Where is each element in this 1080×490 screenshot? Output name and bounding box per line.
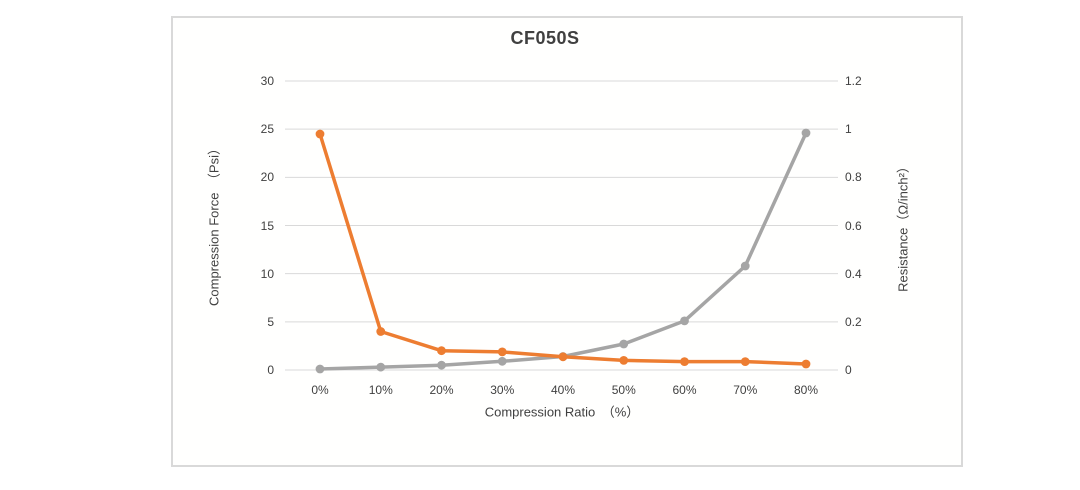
compression-force-data-point-marker: [315, 364, 325, 374]
compression-force-data-point-marker: [376, 362, 386, 372]
compression-force-data-point-marker: [801, 128, 811, 138]
resistance-data-point-marker: [801, 359, 811, 369]
resistance-data-point-marker: [497, 347, 507, 357]
x-axis-tick-label: 30%: [490, 383, 515, 397]
compression-force-data-point-marker: [680, 316, 689, 326]
resistance-data-point-marker: [376, 327, 386, 336]
plot-area: [285, 80, 838, 374]
chart-title: CF050S: [510, 28, 580, 48]
x-axis-tick-label: 40%: [550, 383, 576, 397]
x-axis-tick-label: 60%: [672, 383, 697, 397]
left-axis-tick-label: 5: [267, 314, 274, 329]
right-axis-tick-label: 0.8: [845, 170, 862, 185]
resistance-data-point-marker: [619, 356, 629, 365]
right-axis-tick-label: 0.6: [845, 218, 862, 233]
compression-force-data-point-marker: [740, 261, 750, 271]
left-axis-tick-label: 30: [260, 74, 274, 88]
x-axis-tick-label: 0%: [311, 383, 329, 397]
x-axis-tick-label: 50%: [611, 383, 636, 397]
resistance-data-point-marker: [437, 346, 446, 356]
resistance-data-point-marker: [558, 352, 568, 362]
resistance-data-point-marker: [680, 357, 689, 366]
chart-container: CF050S Compression Force （Psi） Resistanc…: [171, 16, 963, 467]
x-axis-tick-label: 10%: [368, 383, 393, 397]
right-axis-tick-label: 0.4: [845, 266, 862, 281]
x-axis-title: Compression Ratio （%）: [484, 404, 640, 420]
resistance-data-point-marker: [315, 129, 325, 139]
x-axis-tick-label: 20%: [429, 383, 454, 397]
left-axis-tick-label: 0: [267, 363, 274, 377]
compression-force-data-point-marker: [619, 339, 629, 349]
right-axis-tick-label: 0: [845, 363, 852, 377]
resistance-data-point-marker: [740, 357, 750, 366]
right-axis-tick-label: 0.2: [845, 314, 862, 329]
compression-force-data-point-marker: [497, 356, 507, 366]
left-axis-tick-label: 15: [260, 218, 274, 233]
right-axis-tick-label: 1.2: [845, 74, 862, 88]
x-axis-tick-label: 80%: [793, 383, 819, 397]
compression-force-data-point-marker: [437, 360, 446, 370]
left-axis-tick-label: 20: [260, 170, 274, 185]
left-axis-tick-label: 25: [260, 122, 274, 137]
left-axis-tick-label: 10: [260, 266, 274, 281]
right-axis-tick-label: 1: [845, 122, 852, 137]
resistance-line: [318, 132, 808, 366]
x-axis-tick-label: 70%: [733, 383, 758, 397]
